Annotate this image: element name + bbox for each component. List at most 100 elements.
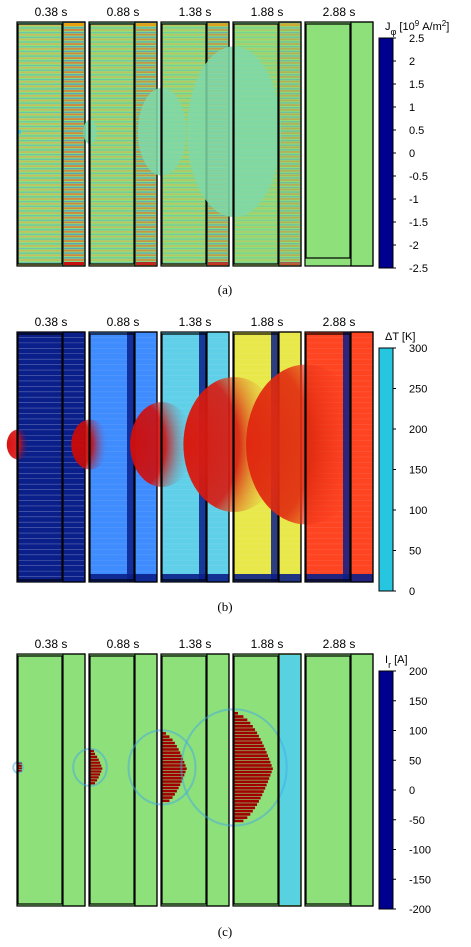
winding-stripe [64,163,84,165]
winding-stripe [208,244,228,247]
winding-stripe [136,247,156,250]
time-label: 1.88 s [251,315,284,329]
winding-stripe [234,55,278,57]
winding-stripe [208,36,228,38]
winding-stripe [18,83,62,85]
winding-stripe [64,85,84,88]
inner-column-box [350,21,374,267]
panel-caption: (c) [218,924,232,939]
winding-stripe [136,219,156,221]
winding-stripe [64,122,84,125]
simulation-frame [304,653,374,907]
current-band [90,752,96,756]
winding-stripe [136,61,156,64]
winding-stripe [234,240,278,243]
outer-column-box [89,23,135,265]
winding-stripe [90,191,134,193]
winding-stripe [18,243,62,245]
winding-stripe [162,22,206,24]
winding-stripe [18,127,62,130]
frame-background [17,654,85,906]
winding-stripe [280,151,300,153]
winding-stripe [234,243,278,245]
winding-stripe [136,64,156,67]
winding-stripe [18,99,62,102]
winding-stripe [136,85,156,88]
winding-stripe [162,257,206,259]
edge-current [208,262,228,265]
winding-stripe [162,205,206,207]
inner-column-box [206,653,230,907]
winding-stripe [90,41,134,43]
winding-stripe [90,33,134,36]
time-label: 2.88 s [323,5,356,19]
winding-stripe [162,231,206,233]
winding-stripe [162,104,206,106]
winding-stripe [136,243,156,245]
time-label: 0.88 s [107,637,140,651]
winding-stripe [90,27,134,29]
winding-stripe [136,94,156,97]
current-band [162,741,175,745]
winding-stripe [234,247,278,250]
winding-stripe [234,262,278,264]
winding-stripe [18,94,62,97]
colorbar-tick-label: 0.5 [409,125,424,137]
winding-stripe [280,210,300,212]
winding-stripe [18,80,62,83]
winding-stripe [90,193,134,196]
winding-stripe [280,132,300,135]
winding-stripe [162,80,206,83]
current-band [162,793,175,796]
winding-stripe [64,27,84,29]
winding-stripe [64,172,84,175]
winding-stripe [18,191,62,193]
winding-stripe [280,163,300,165]
winding-stripe [64,244,84,247]
winding-stripe [18,27,62,29]
time-label: 1.88 s [251,5,284,19]
winding-stripe [64,210,84,212]
winding-stripe [162,219,206,221]
winding-stripe [280,141,300,144]
winding-stripe [280,182,300,184]
winding-stripe [64,216,84,219]
winding-stripe [90,196,134,198]
winding-stripe [18,64,62,67]
winding-stripe [18,69,62,71]
winding-stripe [280,92,300,95]
winding-stripe [64,60,84,62]
winding-stripe [18,179,62,182]
winding-stripe [280,205,300,207]
time-label: 0.38 s [35,315,68,329]
outer-column-box [17,333,63,581]
winding-stripe [136,165,156,167]
winding-stripe [18,165,62,167]
current-band [162,786,179,790]
winding-stripe [90,168,134,170]
winding-stripe [18,71,62,74]
winding-stripe [280,169,300,172]
winding-stripe [90,97,134,99]
winding-stripe [136,71,156,74]
colorbar [378,670,394,910]
winding-stripe [64,29,84,31]
current-band [162,748,179,751]
winding-stripe [162,191,206,193]
winding-stripe [234,219,278,221]
winding-stripe [90,123,134,125]
winding-stripe [280,47,300,50]
winding-stripe [280,106,300,109]
winding-stripe [162,179,206,182]
winding-stripe [90,155,134,158]
winding-stripe [162,188,206,191]
winding-stripe [162,207,206,210]
winding-stripe [90,85,134,88]
winding-stripe [136,238,156,240]
winding-stripe [234,254,278,257]
winding-stripe [18,74,62,76]
outer-column-box [305,333,351,581]
winding-stripe [234,216,278,219]
winding-stripe [18,146,62,149]
current-band [234,725,253,728]
